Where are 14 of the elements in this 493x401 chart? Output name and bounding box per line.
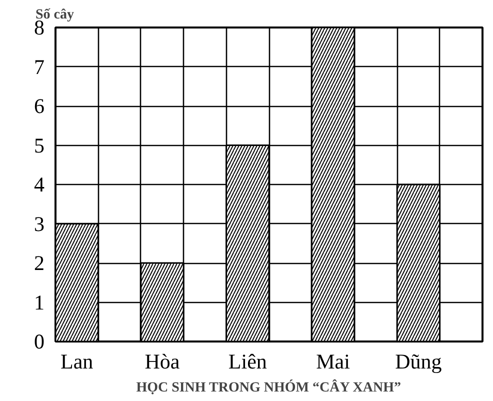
x-tick-label: Dũng	[395, 350, 442, 374]
x-tick-label: Lan	[60, 350, 94, 374]
y-tick-label: 3	[34, 212, 44, 236]
y-tick-label: 7	[34, 54, 44, 79]
x-tick-label: Hòa	[144, 350, 180, 374]
y-tick-label: 4	[34, 172, 45, 196]
x-tick-label: Mai	[316, 350, 350, 374]
x-axis-title: HỌC SINH TRONG NHÓM “CÂY XANH”	[136, 378, 402, 396]
y-tick-label: 2	[34, 251, 44, 275]
x-tick-label: Liên	[228, 350, 268, 374]
y-tick-label: 6	[34, 94, 44, 118]
y-tick-label: 1	[34, 290, 44, 314]
y-tick-label: 0	[34, 330, 44, 354]
y-tick-label: 5	[34, 133, 44, 158]
